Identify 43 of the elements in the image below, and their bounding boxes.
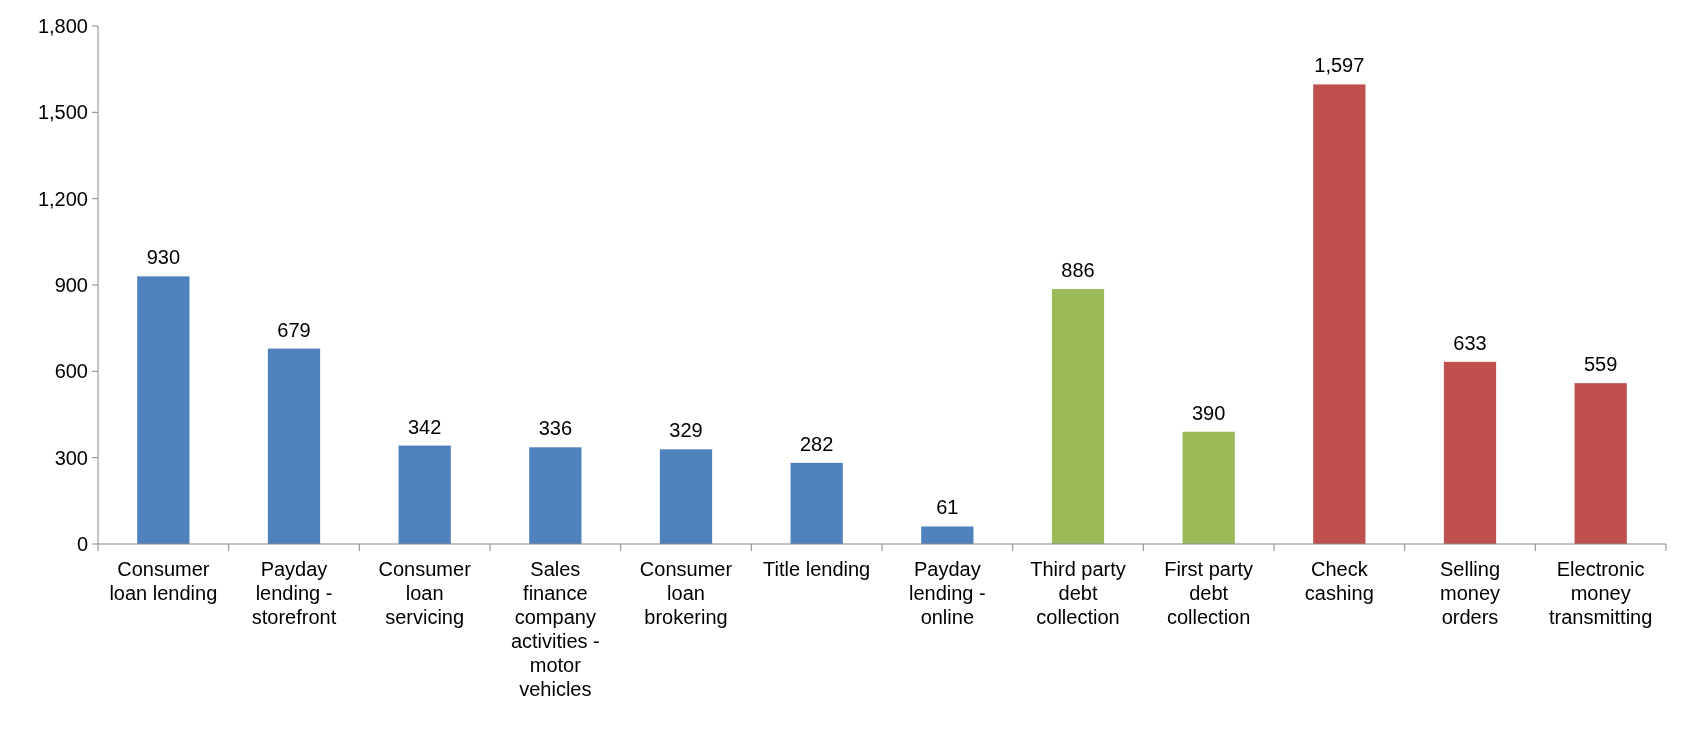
data-label: 930 [146,246,181,269]
data-label: 1,597 [1314,54,1365,77]
y-tick-label: 1,800 [37,15,88,37]
bar [659,449,713,544]
data-label: 336 [538,417,573,440]
x-tick-label: Consumer loan brokering [639,558,733,628]
x-tick-label: Sales finance company activities - motor vehicles [510,558,600,700]
bar [529,447,582,544]
y-tick-label: 600 [54,360,88,383]
bar [790,462,843,544]
bar [1182,431,1235,544]
y-tick-label: 1,200 [37,187,88,210]
data-label: 329 [669,419,703,442]
x-tick-label: Third party debt collection [1030,558,1126,628]
data-label: 559 [1583,353,1618,376]
y-tick-label: 0 [76,533,88,555]
data-label: 633 [1453,331,1487,354]
data-label: 679 [277,318,311,341]
bar [921,526,974,544]
x-tick-label: Payday lending - storefront [251,558,337,628]
data-label: 390 [1191,401,1226,424]
x-tick-label: First party debt collection [1164,558,1254,628]
x-tick-label: Check cashing [1304,558,1374,604]
bar [1574,383,1627,544]
data-label: 886 [1061,259,1095,282]
bar [1443,361,1497,544]
bar [137,276,190,544]
x-tick-label: Selling money orders [1439,558,1501,628]
y-tick-label: 300 [54,446,88,469]
x-tick-label: Payday lending - online [908,558,986,628]
bar [1313,84,1366,544]
data-label: 282 [799,432,834,455]
x-tick-label: Consumer loan servicing [378,558,472,628]
y-tick-label: 1,500 [37,101,88,124]
bar [398,445,451,544]
x-tick-label: Title lending [763,558,871,580]
x-tick-label: Electronic money transmitting [1548,558,1653,628]
bar [1051,289,1105,544]
bar [267,348,321,544]
y-tick-label: 900 [54,274,88,296]
data-label: 342 [407,415,442,438]
data-label: 61 [936,496,959,519]
x-tick-label: Consumer loan lending [109,558,218,604]
